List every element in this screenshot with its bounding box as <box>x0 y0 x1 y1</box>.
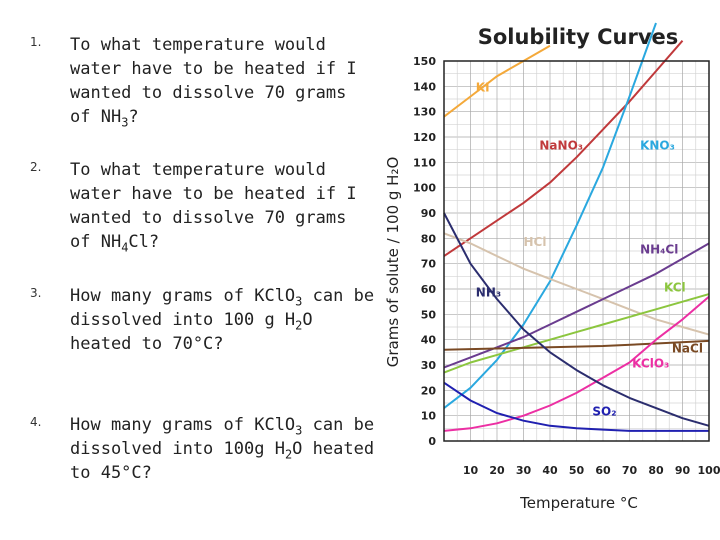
y-tick-label: 80 <box>421 232 437 245</box>
series-label-kno3: KNO₃ <box>640 139 675 153</box>
series-line-nacl <box>443 339 710 351</box>
series-line-nh3 <box>443 212 710 427</box>
y-tick-label: 90 <box>421 207 437 220</box>
solubility-chart: Solubility Curves Grams of solute / 100 … <box>384 22 720 512</box>
y-tick-label: 100 <box>413 182 436 195</box>
y-tick-label: 120 <box>413 131 436 144</box>
series-group <box>443 22 710 432</box>
x-tick-label: 100 <box>698 464 720 477</box>
question-number: 4. <box>30 415 42 429</box>
series-label-nano3: NaNO₃ <box>539 139 583 153</box>
y-tick-label: 70 <box>421 258 437 271</box>
question-text: To what temperature would water have to … <box>70 35 357 130</box>
y-tick-label: 30 <box>421 359 437 372</box>
series-label-nh4cl: NH₄Cl <box>640 243 678 257</box>
y-tick-label: 10 <box>421 410 437 423</box>
question-list: 1. To what temperature would water have … <box>30 35 375 483</box>
series-line-kclo3 <box>443 295 710 432</box>
y-tick-label: 20 <box>421 384 437 397</box>
x-tick-label: 70 <box>622 464 638 477</box>
y-tick-label: 60 <box>421 283 437 296</box>
x-tick-label: 50 <box>569 464 585 477</box>
x-axis-label: Temperature °C <box>519 494 638 512</box>
series-line-kno3 <box>443 22 657 409</box>
series-line-ki <box>443 44 551 118</box>
x-tick-label: 60 <box>595 464 611 477</box>
series-line-so2 <box>443 381 709 432</box>
question-text: How many grams of KClO3 can be dissolved… <box>70 415 375 483</box>
question-text: How many grams of KClO3 can be dissolved… <box>70 286 375 354</box>
x-tick-label: 20 <box>489 464 505 477</box>
series-line-nh4cl <box>443 242 710 369</box>
series-line-kcl <box>443 293 710 374</box>
y-axis-label: Grams of solute / 100 g H₂O <box>384 157 402 368</box>
series-label-ki: KI <box>476 80 490 94</box>
x-tick-label: 80 <box>648 464 664 477</box>
series-label-kclo3: KClO₃ <box>632 357 669 371</box>
series-label-hcl: HCl <box>524 235 547 249</box>
y-tick-label: 150 <box>413 55 436 68</box>
question-number: 3. <box>30 286 42 300</box>
x-tick-label: 10 <box>463 464 479 477</box>
series-label-kcl: KCl <box>664 281 686 295</box>
question-number: 2. <box>30 160 42 174</box>
question-text: To what temperature would water have to … <box>70 160 357 255</box>
series-line-hcl <box>443 232 710 336</box>
y-tick-label: 130 <box>413 106 436 119</box>
plot-frame <box>443 60 710 442</box>
x-tick-label: 40 <box>542 464 558 477</box>
x-tick-label: 90 <box>675 464 691 477</box>
question-number: 1. <box>30 35 42 49</box>
series-label-nh3: NH₃ <box>476 286 501 300</box>
y-tick-label: 110 <box>413 156 436 169</box>
tick-labels: 0 10 20 30 40 50 60 70 80 90 100 110 120 130 140 150 10 2… <box>413 55 720 477</box>
chart-title: Solubility Curves <box>478 25 679 49</box>
y-tick-label: 140 <box>413 80 436 93</box>
x-tick-label: 30 <box>516 464 532 477</box>
series-label-so2: SO₂ <box>592 405 616 419</box>
y-tick-label: 50 <box>421 308 437 321</box>
y-tick-label: 0 <box>428 435 436 448</box>
y-tick-label: 40 <box>421 334 437 347</box>
series-line-nano3 <box>443 40 684 257</box>
series-label-nacl: NaCl <box>672 341 703 355</box>
